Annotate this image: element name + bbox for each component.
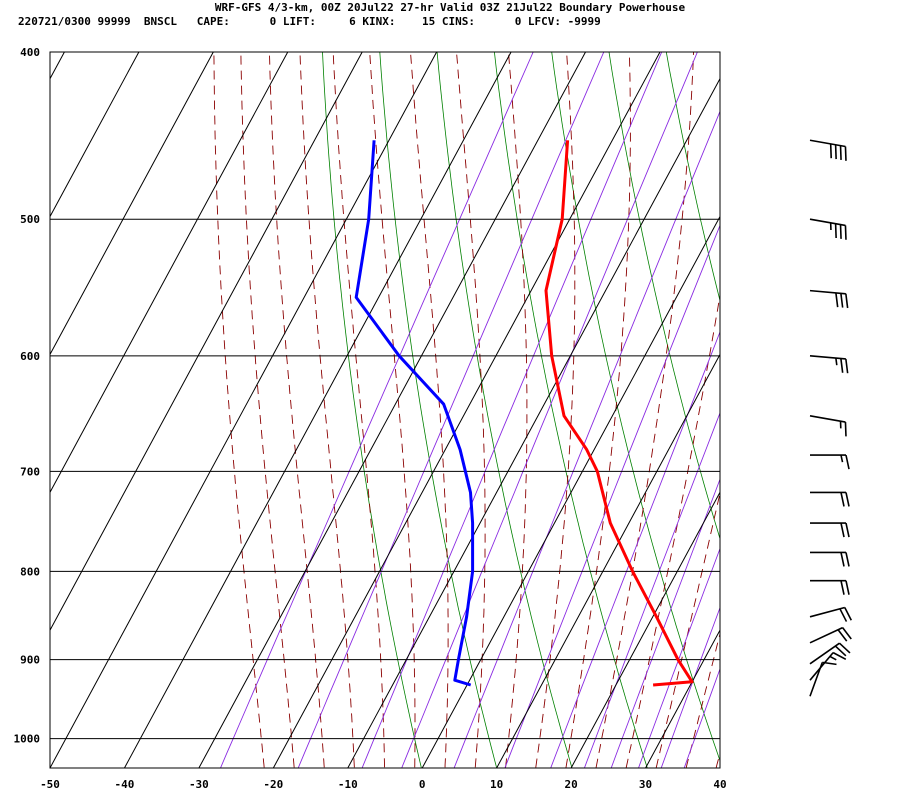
moist-adiabat-line	[505, 52, 528, 768]
dry-adiabat-line	[716, 14, 900, 783]
moist-adiabat-line	[332, 52, 385, 768]
mixing-ratio-line	[583, 411, 720, 768]
mixing-ratio-line	[638, 547, 720, 768]
isotherm-line	[50, 52, 214, 356]
wind-barb	[810, 491, 850, 507]
wind-barb	[810, 579, 850, 595]
moist-adiabat-line	[369, 52, 416, 768]
wind-barbs	[809, 139, 853, 697]
wind-barb	[809, 415, 847, 437]
moist-adiabat-line	[410, 52, 449, 768]
isotherm-line	[645, 629, 720, 768]
dry-adiabat-line	[608, 52, 720, 541]
plot-frame	[49, 51, 721, 769]
isotherm-line	[50, 52, 289, 494]
moist-adiabat-line	[535, 52, 576, 768]
moist-adiabat-line	[625, 292, 720, 768]
axis-ticks: -50 -40 -30 -20 -10 0 10 20 30 40 400 500 600 700 800 9…	[14, 46, 727, 791]
x-tick-label: 30	[639, 778, 652, 791]
moist-adiabat-line	[268, 52, 325, 768]
x-tick-label: -40	[115, 778, 135, 791]
wind-barb	[809, 606, 853, 622]
x-tick-label: 40	[713, 778, 726, 791]
mixing-ratio-line	[610, 477, 720, 768]
dry-adiabat-line	[772, 14, 900, 783]
wind-barb	[809, 626, 852, 644]
moist-adiabat-line	[685, 631, 720, 768]
isotherm-line	[198, 52, 586, 768]
wind-barb	[809, 651, 847, 681]
mixing-ratio-line	[361, 52, 663, 768]
wind-barb	[809, 139, 847, 161]
dry-adiabat-line	[551, 52, 720, 762]
moist-adiabat-line	[240, 52, 295, 768]
isotherm-line	[50, 52, 438, 768]
pressure-tick-label: 800	[20, 565, 40, 578]
moist-adiabat-line	[213, 52, 265, 768]
mixing-ratio-line	[401, 52, 698, 768]
mixing-ratio-line	[220, 52, 534, 768]
moist-adiabat-line	[299, 52, 355, 768]
mixing-ratio-line	[660, 606, 720, 768]
moist-adiabat-line	[655, 490, 720, 768]
isotherm-line	[124, 52, 512, 768]
x-tick-label: -50	[40, 778, 60, 791]
pressure-tick-label: 400	[20, 46, 40, 59]
stability-indices: 220721/0300 99999 BNSCL CAPE: 0 LIFT: 6 …	[18, 15, 601, 28]
isotherm-line	[50, 52, 363, 632]
isotherm-line	[719, 766, 720, 768]
dry-adiabat-line	[829, 14, 900, 783]
wind-barb	[809, 218, 847, 240]
pressure-tick-label: 500	[20, 213, 40, 226]
x-tick-label: 0	[419, 778, 426, 791]
x-tick-label: -30	[189, 778, 209, 791]
x-tick-label: -10	[338, 778, 358, 791]
wind-barb	[809, 289, 849, 309]
wind-barb	[810, 551, 850, 567]
dewpoint-trace	[354, 140, 475, 687]
mixing-ratio-line	[297, 52, 605, 768]
moist-adiabat-line	[565, 52, 631, 768]
temperature-trace	[544, 140, 694, 687]
pressure-tick-label: 1000	[14, 733, 41, 746]
moist-adiabat-line	[595, 52, 694, 768]
x-tick-label: 10	[490, 778, 503, 791]
x-tick-label: 20	[564, 778, 577, 791]
dry-adiabat-line	[885, 14, 900, 783]
pressure-tick-label: 600	[20, 350, 40, 363]
wind-barb	[809, 661, 837, 697]
background-lines	[213, 14, 900, 783]
isotherm-line	[496, 353, 720, 768]
x-tick-label: -20	[263, 778, 283, 791]
dry-adiabat-line	[379, 52, 498, 768]
isotherm-line	[421, 215, 720, 768]
grid-lines	[50, 52, 720, 768]
sounding-traces	[354, 140, 694, 687]
pressure-tick-label: 900	[20, 654, 40, 667]
chart-title: WRF-GFS 4/3-km, 00Z 20Jul22 27-hr Valid …	[214, 1, 686, 14]
moist-adiabat-line	[715, 751, 720, 768]
isotherm-line	[50, 52, 140, 218]
isotherm-line	[570, 491, 720, 768]
wind-barb	[810, 454, 850, 470]
mixing-ratio-line	[683, 667, 720, 768]
dry-adiabat-line	[436, 52, 573, 768]
mixing-ratio-line	[550, 330, 720, 768]
wind-barb	[809, 355, 849, 374]
wind-barb	[810, 522, 850, 538]
moist-adiabat-line	[456, 52, 486, 768]
pressure-tick-label: 700	[20, 465, 40, 478]
dry-adiabat-line	[322, 52, 422, 768]
dry-adiabat-line	[665, 52, 720, 303]
isotherm-line	[347, 77, 720, 768]
wind-barb	[809, 642, 851, 665]
isotherm-line	[272, 52, 661, 768]
mixing-ratio-line	[504, 224, 720, 768]
mixing-ratio-line	[453, 110, 720, 768]
